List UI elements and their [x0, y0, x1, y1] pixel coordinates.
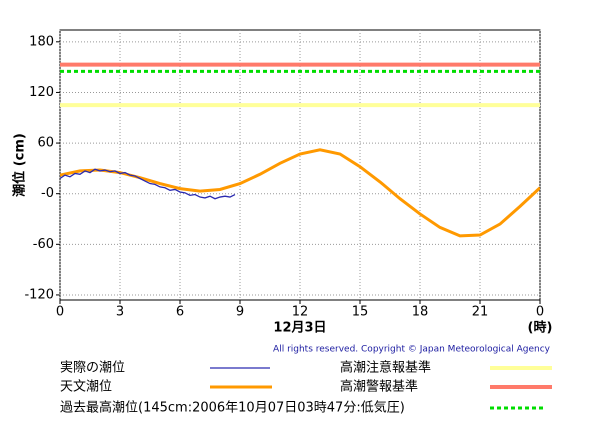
x-tick-label: 18: [412, 305, 429, 320]
x-tick-label: 15: [352, 305, 369, 320]
x-tick-label: 3: [116, 305, 124, 320]
legend-label: 天文潮位: [60, 380, 112, 395]
y-tick-label: 180: [29, 34, 54, 49]
x-tick-label: 9: [236, 305, 244, 320]
series-line: [60, 148, 540, 238]
legend-label: 実際の潮位: [60, 360, 125, 376]
x-axis-label: 12月3日: [273, 321, 326, 336]
x-tick-label: 21: [472, 305, 489, 320]
copyright: All rights reserved. Copyright © Japan M…: [273, 345, 551, 355]
legend-label: 過去最高潮位(145cm:2006年10月07日03時47分:低気圧): [60, 400, 405, 416]
y-tick-label: -60: [33, 237, 54, 252]
y-tick-label: -0: [41, 186, 54, 201]
x-tick-label: 6: [176, 305, 184, 320]
x-tick-label: 0: [56, 305, 64, 320]
series-line: [60, 168, 236, 200]
y-tick-label: 120: [29, 85, 54, 100]
x-unit: (時): [528, 320, 553, 336]
y-tick-label: 60: [37, 136, 54, 151]
legend-label: 高潮警報基準: [340, 379, 418, 395]
y-tick-label: -120: [24, 287, 54, 302]
x-tick-label: 12: [292, 305, 309, 320]
y-axis-label: 潮位 (cm): [12, 133, 28, 197]
legend-label: 高潮注意報基準: [340, 360, 431, 376]
x-tick-label: 0: [536, 305, 544, 320]
